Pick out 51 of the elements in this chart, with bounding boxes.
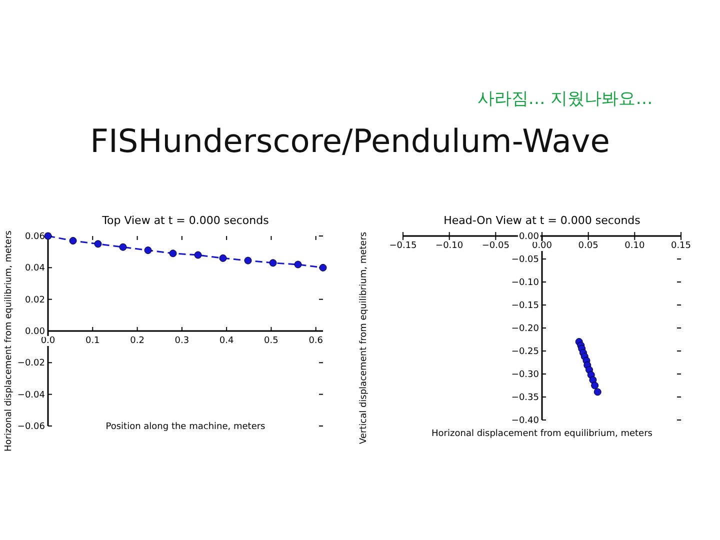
y-tick-label: −0.20 [511, 324, 540, 334]
x-tick-label: 0.00 [532, 241, 552, 251]
x-axis-title: Horizonal displacement from equilibrium, meters [432, 429, 653, 439]
x-tick-label: 0.1 [85, 336, 100, 346]
point [269, 259, 277, 267]
point [244, 256, 252, 264]
chart-title: Head-On View at t = 0.000 seconds [444, 214, 641, 227]
point [219, 254, 227, 262]
y-axis-title: Horizonal displacement from equilibrium, meters [4, 230, 14, 452]
x-tick-label: −0.10 [436, 241, 464, 251]
x-tick-label: −0.15 [389, 241, 417, 251]
y-tick-label: −0.04 [17, 390, 46, 400]
y-tick-label: −0.40 [511, 416, 540, 426]
y-tick-label: −0.05 [511, 255, 539, 265]
y-tick-label: 0.04 [24, 264, 46, 274]
y-tick-label: 0.00 [518, 232, 540, 242]
x-tick-label: 0.10 [624, 241, 645, 251]
y-tick-label: 0.02 [24, 295, 45, 306]
x-tick-label: 0.15 [670, 241, 692, 251]
y-tick-label: −0.15 [511, 301, 539, 311]
x-tick-label: 0.6 [308, 336, 324, 346]
x-tick-label: −0.05 [482, 241, 510, 251]
y-tick-label: −0.25 [511, 347, 539, 357]
y-tick-label: 0.06 [24, 232, 46, 242]
point [319, 264, 327, 272]
point [144, 246, 152, 254]
point [69, 237, 77, 244]
point [94, 240, 102, 248]
point [594, 388, 602, 396]
point [294, 260, 302, 268]
x-tick-label: 0.2 [130, 336, 144, 346]
y-axis-title: Vertical displacement from equilibrium, meters [359, 232, 369, 444]
y-tick-label: −0.35 [511, 393, 539, 403]
text: 사라짐… 지웠나봐요… [477, 89, 653, 109]
y-tick-label: −0.02 [17, 358, 45, 369]
y-tick-label: −0.30 [511, 370, 540, 380]
y-tick-label: −0.10 [511, 278, 540, 288]
x-tick-label: 0.0 [40, 336, 56, 346]
chart-title: Top View at t = 0.000 seconds [101, 214, 270, 227]
point [591, 382, 599, 390]
y-tick-label: 0.00 [24, 327, 46, 337]
y-tick-label: −0.06 [17, 422, 46, 432]
x-tick-label: 0.05 [578, 241, 598, 251]
x-axis-title: Position along the machine, meters [106, 422, 266, 432]
point [169, 250, 177, 258]
point [119, 243, 127, 251]
text: FISHunderscore/Pendulum-Wave [90, 122, 610, 160]
x-tick-label: 0.3 [174, 336, 190, 346]
x-tick-label: 0.5 [264, 336, 278, 346]
point [194, 251, 202, 259]
x-tick-label: 0.4 [219, 336, 234, 346]
